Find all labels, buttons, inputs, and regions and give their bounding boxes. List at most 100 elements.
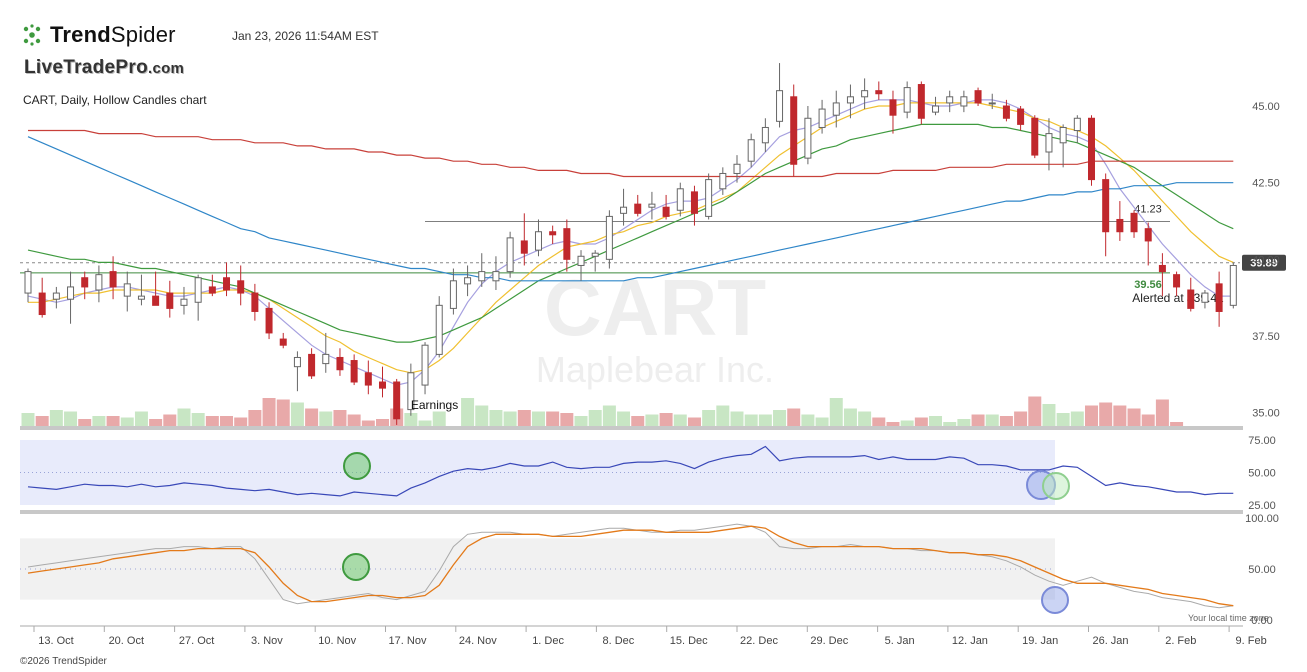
volume-bar bbox=[503, 411, 517, 428]
x-axis-label: 26. Jan bbox=[1092, 635, 1128, 647]
volume-bar bbox=[92, 416, 106, 428]
stoch-d-line bbox=[27, 525, 1234, 607]
x-axis-label: 24. Nov bbox=[459, 635, 497, 647]
candle-body bbox=[95, 274, 103, 291]
volume-bar bbox=[815, 417, 829, 428]
volume-bar bbox=[163, 414, 177, 428]
company-watermark: Maplebear Inc. bbox=[536, 349, 774, 390]
candle-body bbox=[917, 84, 925, 119]
x-axis-label: 8. Dec bbox=[603, 635, 635, 647]
rsi-line bbox=[27, 445, 1234, 497]
candle-body bbox=[932, 105, 940, 113]
volume-bar bbox=[702, 410, 716, 428]
x-axis-label: 9. Feb bbox=[1236, 635, 1267, 647]
candle-body bbox=[393, 381, 401, 420]
candle-body bbox=[889, 99, 897, 116]
volume-bar bbox=[929, 416, 943, 428]
volume-bar bbox=[687, 417, 701, 428]
candle-body bbox=[24, 271, 32, 294]
candle-body bbox=[549, 231, 557, 236]
current-price-label-bg bbox=[1242, 254, 1286, 271]
volume-bar bbox=[886, 422, 900, 428]
volume-bar bbox=[914, 417, 928, 428]
volume-bar bbox=[546, 411, 560, 428]
volume-bar bbox=[843, 408, 857, 428]
volume-bar bbox=[461, 398, 475, 428]
rsi-buy-signal-marker bbox=[343, 452, 371, 480]
candle-body bbox=[776, 90, 784, 122]
price-axis-tick: 40.00 bbox=[1252, 254, 1280, 266]
candle-body bbox=[705, 179, 713, 217]
x-axis-label: 3. Nov bbox=[251, 635, 283, 647]
volume-bar bbox=[432, 411, 446, 428]
candle-body bbox=[988, 102, 996, 105]
candle-body bbox=[308, 353, 316, 377]
volume-bar bbox=[205, 416, 219, 428]
volume-bar bbox=[418, 420, 432, 428]
volume-bar bbox=[1028, 396, 1042, 428]
price-axis-tick: 35.00 bbox=[1252, 408, 1280, 420]
resistance-label: 41.23 bbox=[1134, 204, 1162, 216]
trendspider-spider-icon bbox=[23, 24, 41, 46]
candle-body bbox=[846, 96, 854, 104]
stoch-band bbox=[20, 538, 1055, 600]
volume-bar bbox=[517, 410, 531, 428]
x-axis-label: 12. Jan bbox=[952, 635, 988, 647]
alert-price-label: 39.56 bbox=[1134, 279, 1162, 291]
volume-bar bbox=[276, 399, 290, 428]
candle-body bbox=[719, 172, 727, 190]
x-axis-label: 13. Oct bbox=[38, 635, 73, 647]
volume-bar bbox=[1014, 411, 1028, 428]
candle-body bbox=[1215, 283, 1223, 312]
candle-body bbox=[350, 360, 358, 383]
volume-bar bbox=[262, 398, 276, 428]
volume-bar bbox=[659, 413, 673, 428]
candle-body bbox=[492, 271, 500, 282]
candle-body bbox=[52, 292, 60, 300]
x-axis-label: 20. Oct bbox=[109, 635, 144, 647]
volume-bar bbox=[21, 413, 35, 428]
volume-bar bbox=[588, 410, 602, 428]
candle-body bbox=[109, 271, 117, 288]
alert-note: Alerted at $39.41 bbox=[1132, 291, 1224, 305]
candle-body bbox=[875, 90, 883, 95]
candle-body bbox=[322, 353, 330, 365]
volume-bar bbox=[1085, 405, 1098, 428]
candle-body bbox=[223, 277, 231, 291]
x-axis-label: 19. Jan bbox=[1022, 635, 1058, 647]
volume-bar bbox=[475, 405, 489, 428]
candle-body bbox=[1187, 289, 1195, 309]
volume-bar bbox=[177, 408, 191, 428]
volume-bar bbox=[716, 405, 730, 428]
chart-timestamp: Jan 23, 2026 11:54AM EST bbox=[232, 29, 379, 43]
watermark-site: LiveTradePro bbox=[24, 57, 148, 78]
volume-bar bbox=[602, 405, 616, 428]
volume-bar bbox=[801, 414, 815, 428]
trendspider-logo: TrendSpider bbox=[20, 22, 176, 48]
volume-bar bbox=[234, 417, 248, 428]
x-axis-label: 29. Dec bbox=[810, 635, 848, 647]
volume-bar bbox=[631, 416, 645, 428]
candle-body bbox=[478, 271, 486, 282]
volume-bar bbox=[191, 413, 205, 428]
volume-bar bbox=[574, 416, 588, 428]
candle-body bbox=[634, 203, 642, 214]
x-axis-label: 17. Nov bbox=[389, 635, 427, 647]
candle-body bbox=[1088, 117, 1095, 181]
candle-body bbox=[520, 240, 528, 254]
candle-body bbox=[379, 381, 386, 389]
volume-bar bbox=[1113, 405, 1127, 428]
volume-bar bbox=[333, 410, 347, 428]
volume-bar bbox=[744, 414, 758, 428]
local-time-note: Your local time zone bbox=[1188, 613, 1269, 623]
candle-body bbox=[818, 108, 826, 128]
candle-body bbox=[1059, 126, 1067, 144]
candle-body bbox=[1158, 264, 1166, 273]
volume-bar bbox=[971, 414, 985, 428]
panel-divider bbox=[20, 426, 1243, 430]
copyright: ©2026 TrendSpider bbox=[20, 656, 107, 667]
brand-name: TrendSpider bbox=[50, 22, 176, 48]
volume-bar bbox=[1056, 413, 1070, 428]
earnings-annotation: Earnings bbox=[411, 398, 458, 412]
candle-body bbox=[605, 215, 613, 260]
